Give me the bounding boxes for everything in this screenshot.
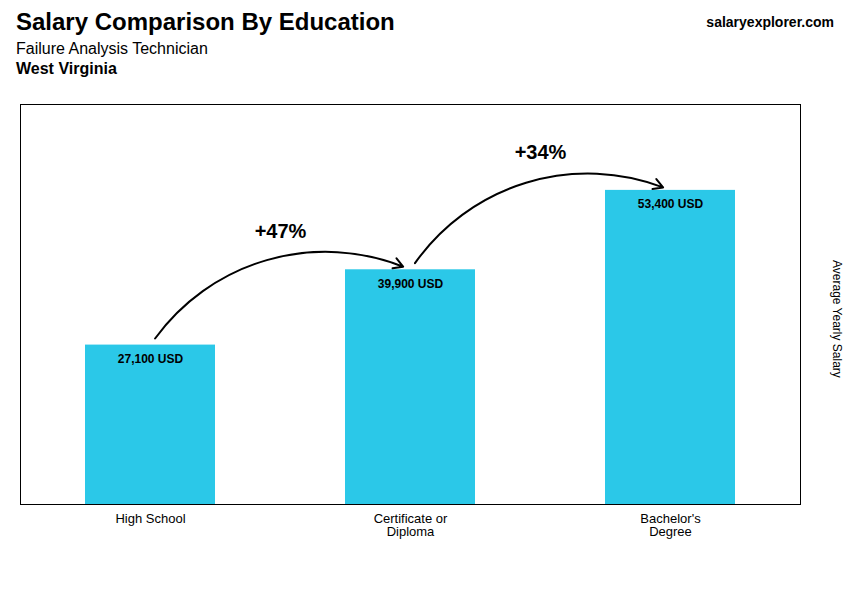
svg-text:53,400 USD: 53,400 USD — [638, 197, 704, 211]
svg-text:Bachelor'sDegree: Bachelor'sDegree — [640, 511, 701, 539]
html-text:Failure Analysis Technician: Failure Analysis Technician — [16, 40, 208, 57]
svg-text:Certificate orDiploma: Certificate orDiploma — [374, 511, 448, 539]
html-text:West Virginia: West Virginia — [16, 60, 117, 77]
svg-text:27,100 USD: 27,100 USD — [118, 352, 184, 366]
html-text:Salary Comparison By Education: Salary Comparison By Education — [16, 8, 395, 35]
html-text:salaryexplorer.com: salaryexplorer.com — [706, 14, 834, 30]
svg-text:+47%: +47% — [255, 220, 307, 242]
svg-text:39,900 USD: 39,900 USD — [378, 277, 444, 291]
html-text:Average Yearly Salary: Average Yearly Salary — [830, 260, 844, 378]
svg-text:+34%: +34% — [515, 141, 567, 163]
svg-text:High School: High School — [115, 511, 185, 526]
